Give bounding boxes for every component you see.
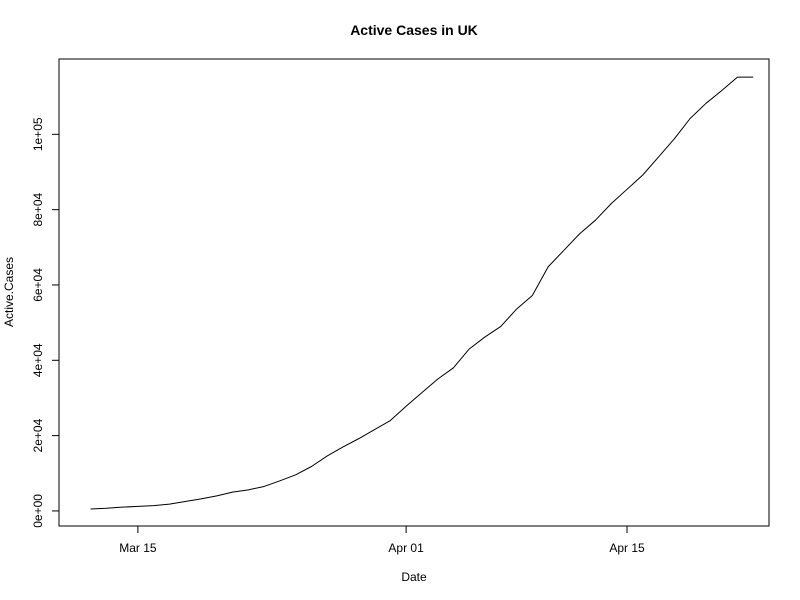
plot-frame	[58, 58, 770, 527]
y-tick-label: 1e+05	[31, 117, 45, 151]
y-tick-label: 0e+00	[31, 494, 45, 528]
y-tick-label: 8e+04	[31, 192, 45, 226]
x-tick-label: Apr 15	[609, 541, 645, 555]
x-axis: Mar 15 Apr 01 Apr 15	[119, 525, 645, 555]
series-layer	[90, 76, 754, 510]
chart-title: Active Cases in UK	[350, 22, 478, 38]
x-tick-label: Apr 01	[388, 541, 424, 555]
x-axis-label: Date	[401, 570, 427, 584]
series-line	[90, 76, 754, 510]
y-axis-label: Active.Cases	[2, 257, 16, 327]
x-tick-label: Mar 15	[119, 541, 157, 555]
y-tick-label: 6e+04	[31, 268, 45, 302]
y-axis: 0e+00 2e+04 4e+04 6e+04 8e+04 1e+05	[31, 117, 60, 528]
y-tick-label: 2e+04	[31, 418, 45, 452]
y-tick-label: 4e+04	[31, 343, 45, 377]
